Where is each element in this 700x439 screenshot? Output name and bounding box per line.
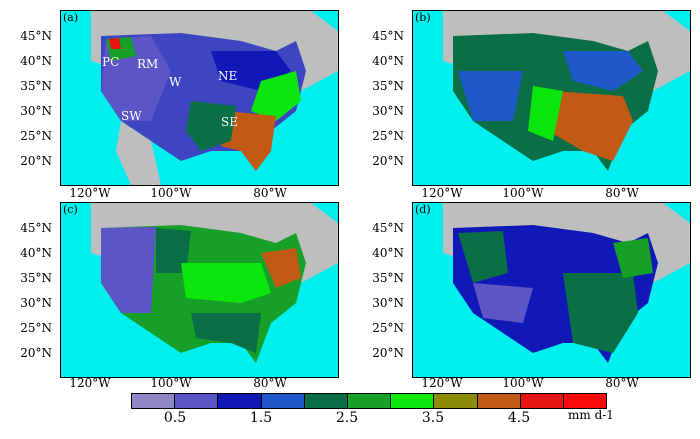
lon-tick: 100°W [150,376,192,390]
colorbar-swatch [304,394,348,408]
map-d-graphic [443,203,690,363]
lon-tick: 120°W [69,186,111,200]
lat-tick: 40°N [372,246,404,260]
lat-tick: 25°N [20,129,52,143]
lat-tick: 20°N [20,154,52,168]
lat-tick: 35°N [20,79,52,93]
colorbar-swatch [175,394,219,408]
panel-label: (b) [415,11,431,24]
colorbar-swatch [261,394,305,408]
lat-tick: 45°N [20,29,52,43]
lat-tick: 25°N [372,321,404,335]
lat-tick: 25°N [372,129,404,143]
lat-tick: 35°N [372,79,404,93]
lon-tick: 100°W [502,376,544,390]
colorbar-tick-label: 3.5 [421,410,445,426]
map-panel-b: (b) [412,10,691,186]
region-label-sw: SW [121,109,142,123]
lat-tick: 20°N [372,346,404,360]
lat-tick: 30°N [372,104,404,118]
colorbar [131,393,607,409]
colorbar-tick-label: 2.5 [335,410,359,426]
lon-tick: 120°W [421,376,463,390]
lat-tick: 20°N [372,154,404,168]
colorbar-swatch [347,394,392,408]
lat-tick: 40°N [20,246,52,260]
region-label-ne: NE [218,69,238,83]
region-label-se: SE [221,115,238,129]
lat-tick: 45°N [372,29,404,43]
lat-tick: 20°N [20,346,52,360]
lon-tick: 80°W [253,376,287,390]
lat-tick: 30°N [20,104,52,118]
lat-tick: 35°N [372,271,404,285]
lon-tick: 120°W [69,376,111,390]
map-panel-a: (a) PC RM W NE SW SE [60,10,339,186]
colorbar-swatch [218,394,262,408]
map-c-graphic [91,203,338,363]
lat-tick: 40°N [372,54,404,68]
lon-tick: 100°W [502,186,544,200]
lon-tick: 80°W [605,376,639,390]
colorbar-unit-label: mm d-1 [568,408,614,422]
lat-tick: 25°N [20,321,52,335]
panel-label: (d) [415,203,431,216]
colorbar-swatch [477,394,521,408]
colorbar-tick-label: 1.5 [249,410,273,426]
colorbar-swatch [563,394,607,408]
colorbar-tick-label: 4.5 [507,410,531,426]
lon-tick: 80°W [605,186,639,200]
lon-tick: 80°W [253,186,287,200]
region-label-w: W [169,75,182,89]
lat-tick: 35°N [20,271,52,285]
lat-tick: 45°N [372,221,404,235]
lat-tick: 30°N [20,296,52,310]
map-a-graphic [91,11,338,185]
lat-tick: 45°N [20,221,52,235]
colorbar-swatch [520,394,564,408]
lon-tick: 120°W [421,186,463,200]
map-panel-d: (d) [412,202,691,378]
region-label-pc: PC [102,55,120,69]
colorbar-swatch [434,394,478,408]
colorbar-swatch [391,394,435,408]
colorbar-swatch [132,394,176,408]
lon-tick: 100°W [150,186,192,200]
panel-label: (a) [63,11,79,24]
lat-tick: 40°N [20,54,52,68]
region-label-rm: RM [137,57,159,71]
map-panel-c: (c) [60,202,339,378]
panel-label: (c) [63,203,78,216]
map-b-graphic [443,11,690,171]
colorbar-tick-label: 0.5 [163,410,187,426]
lat-tick: 30°N [372,296,404,310]
